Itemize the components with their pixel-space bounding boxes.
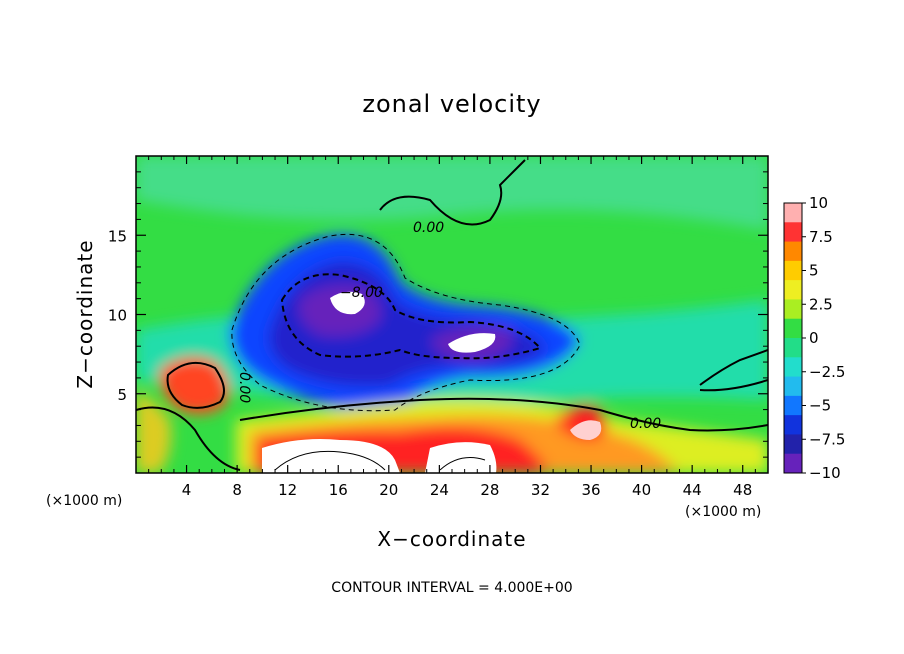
colorbar-band (784, 318, 802, 339)
x-axis-unit-right: (×1000 m) (685, 504, 761, 520)
x-tick-label: 8 (232, 481, 242, 499)
contour-label: 0.00 (630, 416, 661, 432)
colorbar-tick-label: −10 (809, 464, 841, 482)
contour-minus4 (231, 233, 581, 412)
contour-label: 0.00 (413, 220, 444, 236)
field-white-lower-3 (570, 420, 602, 440)
colorbar-band (784, 434, 802, 455)
colorbar-tick-label: 10 (809, 194, 828, 212)
colorbar-band (784, 395, 802, 416)
colorbar: 10 7.5 5 2.5 0 −2.5 −5 −7.5 −10 (783, 194, 845, 482)
colorbar-tick-label: 0 (809, 329, 819, 347)
x-axis-unit-left: (×1000 m) (46, 493, 122, 509)
x-tick-label: 40 (632, 481, 651, 499)
colorbar-band (784, 415, 802, 435)
y-axis: 5 10 15 (108, 171, 768, 458)
colorbar-band (784, 338, 802, 358)
field-region-upper-green (136, 156, 768, 230)
colorbar-tick-label: −2.5 (809, 363, 845, 381)
contour-zero-lower (136, 397, 768, 471)
chart-title: zonal velocity (362, 90, 541, 118)
y-axis-label: Z−coordinate (73, 239, 97, 388)
colorbar-band (784, 222, 802, 243)
x-axis-label: X−coordinate (377, 527, 526, 551)
colorbar-band (784, 376, 802, 397)
x-tick-label: 20 (379, 481, 398, 499)
x-tick-label: 4 (182, 481, 192, 499)
field-region-left-edge (136, 390, 172, 473)
colorbar-band (784, 299, 802, 320)
x-axis: 4 8 12 16 20 24 28 32 36 40 44 48 (148, 156, 756, 499)
x-tick-label: 16 (329, 481, 348, 499)
colorbar-tick-label: 5 (809, 262, 819, 280)
field-white-lower-2 (425, 442, 497, 473)
contour-label: −8.00 (340, 285, 383, 301)
x-tick-label: 48 (733, 481, 752, 499)
colorbar-tick-label: 7.5 (809, 228, 833, 246)
x-tick-label: 12 (278, 481, 297, 499)
plot-field (136, 156, 768, 473)
x-tick-label: 36 (581, 481, 600, 499)
contour-zero-upper (379, 159, 526, 226)
contour-thin-lower (274, 450, 486, 471)
contour-interval-note: CONTOUR INTERVAL = 4.000E+00 (331, 580, 572, 596)
field-white-core-2 (448, 333, 496, 353)
contour-right-edge (699, 349, 768, 392)
colorbar-tick-label: −5 (809, 397, 831, 415)
field-white-lower-1 (262, 439, 400, 473)
colorbar-tick-label: −7.5 (809, 430, 845, 448)
colorbar-band (784, 241, 802, 262)
x-tick-label: 44 (683, 481, 702, 499)
field-white-core-1 (330, 291, 365, 315)
contour-left-blob (166, 361, 225, 409)
colorbar-band (784, 453, 802, 474)
x-tick-label: 28 (480, 481, 499, 499)
y-tick-label: 5 (117, 386, 127, 404)
contour-label: 0.00 (236, 372, 252, 403)
x-tick-label: 24 (430, 481, 449, 499)
colorbar-band (784, 203, 802, 223)
x-tick-label: 32 (531, 481, 550, 499)
y-tick-label: 10 (108, 307, 127, 325)
y-tick-label: 15 (108, 227, 127, 245)
colorbar-band (784, 260, 802, 281)
contour-minus8 (280, 273, 542, 360)
colorbar-tick-label: 2.5 (809, 295, 833, 313)
colorbar-band (784, 280, 802, 300)
colorbar-band (784, 357, 802, 378)
